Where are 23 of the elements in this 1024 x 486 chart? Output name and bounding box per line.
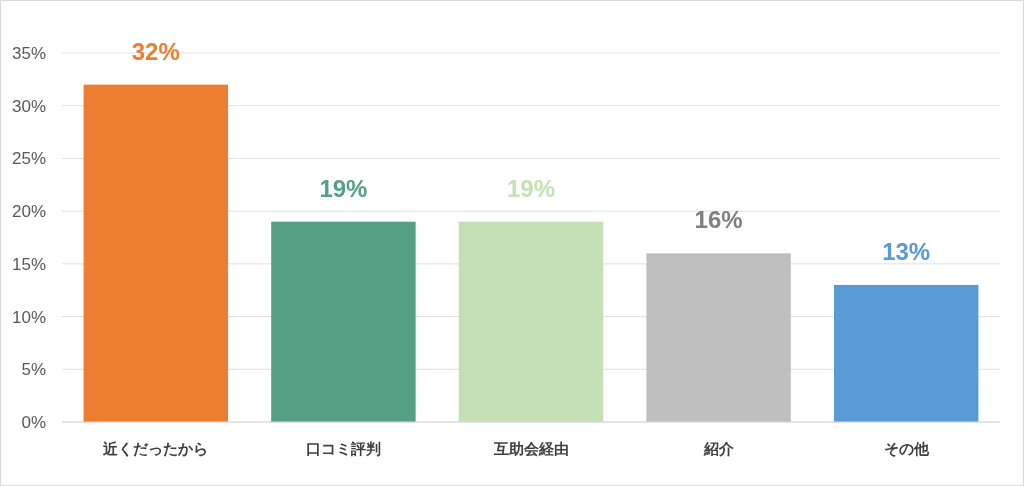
y-tick-label: 10% xyxy=(11,307,46,327)
bar xyxy=(833,284,979,422)
y-tick-label: 35% xyxy=(11,44,46,63)
data-label: 32% xyxy=(131,37,180,65)
y-tick-label: 30% xyxy=(11,96,46,116)
y-tick-label: 25% xyxy=(11,149,46,169)
data-label: 16% xyxy=(694,206,743,234)
x-tick-label: 紹介 xyxy=(702,440,735,457)
y-tick-label: 20% xyxy=(11,202,46,222)
data-label: 19% xyxy=(506,174,556,202)
bar xyxy=(271,221,416,422)
bar xyxy=(646,253,791,422)
x-tick-label: その他 xyxy=(883,440,930,457)
data-label: 19% xyxy=(319,174,368,202)
y-tick-label: 0% xyxy=(21,413,46,432)
x-tick-label: 口コミ評判 xyxy=(305,440,381,457)
y-tick-label: 15% xyxy=(11,254,46,274)
bar xyxy=(83,84,229,422)
x-tick-label: 近くだったから xyxy=(102,440,209,457)
data-label: 13% xyxy=(882,237,931,265)
y-tick-label: 5% xyxy=(21,360,46,380)
bar xyxy=(458,221,604,422)
x-tick-label: 互助会経由 xyxy=(492,440,569,457)
